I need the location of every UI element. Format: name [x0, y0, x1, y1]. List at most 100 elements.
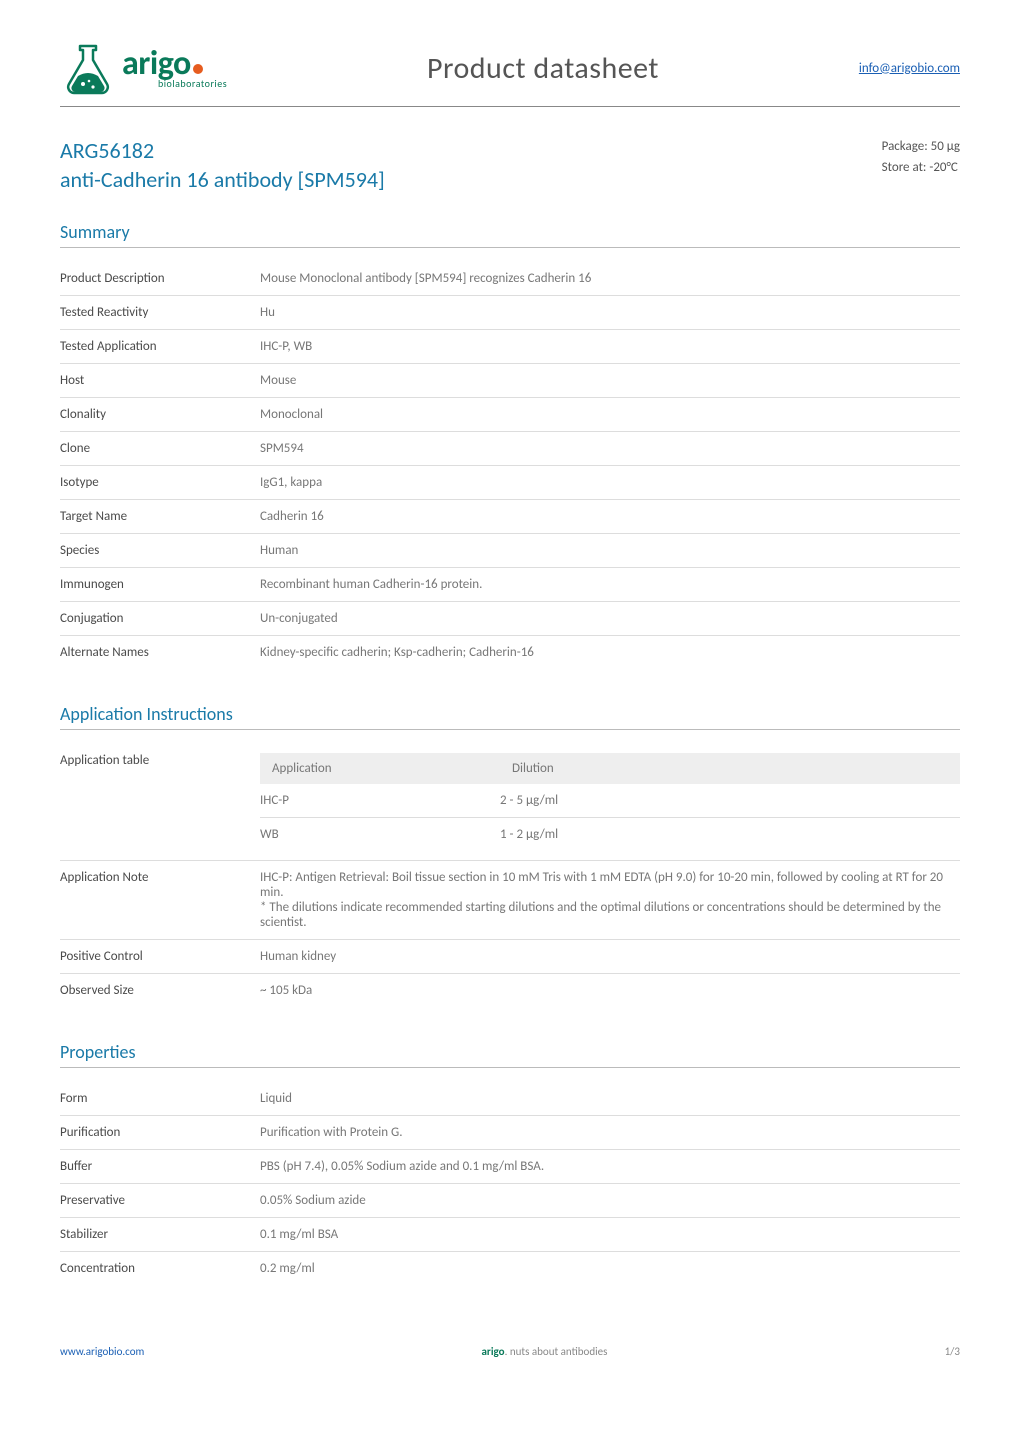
kv-key: Target Name [60, 500, 260, 534]
table-cell: IHC-P [260, 784, 500, 818]
brand-subtitle: biolaboratories [158, 79, 227, 89]
table-row: Stabilizer0.1 mg/ml BSA [60, 1218, 960, 1252]
table-row: CloneSPM594 [60, 432, 960, 466]
info-email-link[interactable]: info@arigobio.com [859, 61, 960, 76]
kv-value: Purification with Protein G. [260, 1116, 960, 1150]
table-row: Positive ControlHuman kidney [60, 940, 960, 974]
brand-text-block: arigo biolaboratories [122, 47, 227, 89]
table-row: Product DescriptionMouse Monoclonal anti… [60, 262, 960, 296]
page-footer: www.arigobio.com arigo. nuts about antib… [60, 1335, 960, 1358]
product-title-row: ARG56182 anti-Cadherin 16 antibody [SPM5… [60, 137, 960, 193]
kv-value: Recombinant human Cadherin-16 protein. [260, 568, 960, 602]
table-cell: 2 - 5 μg/ml [500, 784, 960, 818]
kv-key: Clonality [60, 398, 260, 432]
table-row: Preservative0.05% Sodium azide [60, 1184, 960, 1218]
kv-key: Observed Size [60, 974, 260, 1008]
table-row: HostMouse [60, 364, 960, 398]
footer-website-link[interactable]: www.arigobio.com [60, 1345, 144, 1358]
kv-key: Conjugation [60, 602, 260, 636]
kv-value: Hu [260, 296, 960, 330]
table-row: Observed Size~ 105 kDa [60, 974, 960, 1008]
kv-key: Application table [60, 744, 260, 861]
application-instructions-section: Application Instructions Application tab… [60, 703, 960, 1007]
kv-key: Host [60, 364, 260, 398]
kv-value: Un-conjugated [260, 602, 960, 636]
kv-value: Human [260, 534, 960, 568]
kv-value: Human kidney [260, 940, 960, 974]
kv-value: IHC-P: Antigen Retrieval: Boil tissue se… [260, 861, 960, 940]
table-row: IHC-P2 - 5 μg/ml [260, 784, 960, 818]
table-row: BufferPBS (pH 7.4), 0.05% Sodium azide a… [60, 1150, 960, 1184]
table-row: Alternate NamesKidney-specific cadherin;… [60, 636, 960, 670]
kv-value: IgG1, kappa [260, 466, 960, 500]
kv-key: Application Note [60, 861, 260, 940]
kv-value: Monoclonal [260, 398, 960, 432]
table-cell: 1 - 2 μg/ml [500, 818, 960, 852]
kv-key: Stabilizer [60, 1218, 260, 1252]
app-instructions-heading: Application Instructions [60, 703, 960, 725]
application-dilution-table: ApplicationDilutionIHC-P2 - 5 μg/mlWB1 -… [260, 753, 960, 851]
table-header: Application [260, 753, 500, 784]
section-rule [60, 729, 960, 730]
datasheet-title: Product datasheet [427, 50, 659, 87]
kv-key: Tested Reactivity [60, 296, 260, 330]
footer-brand: arigo [481, 1345, 504, 1358]
table-row: ClonalityMonoclonal [60, 398, 960, 432]
summary-section: Summary Product DescriptionMouse Monoclo… [60, 221, 960, 669]
package-size: Package: 50 μg [882, 137, 960, 158]
table-row: IsotypeIgG1, kappa [60, 466, 960, 500]
table-row: FormLiquid [60, 1082, 960, 1116]
table-row: PurificationPurification with Protein G. [60, 1116, 960, 1150]
brand-dot-icon [193, 64, 203, 74]
kv-value: Liquid [260, 1082, 960, 1116]
kv-key: Positive Control [60, 940, 260, 974]
product-name: anti-Cadherin 16 antibody [SPM594] [60, 166, 385, 193]
kv-key: Immunogen [60, 568, 260, 602]
table-cell: WB [260, 818, 500, 852]
table-row: Concentration0.2 mg/ml [60, 1252, 960, 1286]
kv-key: Tested Application [60, 330, 260, 364]
kv-key: Product Description [60, 262, 260, 296]
table-row: WB1 - 2 μg/ml [260, 818, 960, 852]
kv-value: SPM594 [260, 432, 960, 466]
section-rule [60, 1067, 960, 1068]
kv-key: Buffer [60, 1150, 260, 1184]
kv-key: Isotype [60, 466, 260, 500]
kv-key: Alternate Names [60, 636, 260, 670]
page-header: arigo biolaboratories Product datasheet … [60, 40, 960, 107]
kv-value: ~ 105 kDa [260, 974, 960, 1008]
kv-key: Concentration [60, 1252, 260, 1286]
properties-heading: Properties [60, 1041, 960, 1063]
table-row: Application NoteIHC-P: Antigen Retrieval… [60, 861, 960, 940]
kv-value: Cadherin 16 [260, 500, 960, 534]
table-row: ImmunogenRecombinant human Cadherin-16 p… [60, 568, 960, 602]
kv-value: 0.2 mg/ml [260, 1252, 960, 1286]
app-instructions-table: Application tableApplicationDilutionIHC-… [60, 744, 960, 1007]
summary-heading: Summary [60, 221, 960, 243]
product-title-block: ARG56182 anti-Cadherin 16 antibody [SPM5… [60, 137, 385, 193]
section-rule [60, 247, 960, 248]
storage-temp: Store at: -20°C [882, 158, 960, 179]
kv-value: 0.05% Sodium azide [260, 1184, 960, 1218]
kv-value: Kidney-specific cadherin; Ksp-cadherin; … [260, 636, 960, 670]
kv-value: PBS (pH 7.4), 0.05% Sodium azide and 0.1… [260, 1150, 960, 1184]
table-row: Target NameCadherin 16 [60, 500, 960, 534]
footer-tagline: arigo. nuts about antibodies [481, 1345, 607, 1358]
table-row: ConjugationUn-conjugated [60, 602, 960, 636]
table-row: SpeciesHuman [60, 534, 960, 568]
product-code: ARG56182 [60, 137, 385, 164]
table-header: Dilution [500, 753, 960, 784]
kv-key: Clone [60, 432, 260, 466]
table-row: Tested ApplicationIHC-P, WB [60, 330, 960, 364]
brand-logo: arigo biolaboratories [60, 40, 227, 96]
kv-value: 0.1 mg/ml BSA [260, 1218, 960, 1252]
flask-icon [60, 40, 116, 96]
brand-name: arigo [122, 47, 227, 81]
kv-key: Species [60, 534, 260, 568]
package-info-block: Package: 50 μg Store at: -20°C [882, 137, 960, 179]
footer-tagline-text: . nuts about antibodies [505, 1345, 608, 1358]
kv-key: Purification [60, 1116, 260, 1150]
kv-key: Preservative [60, 1184, 260, 1218]
kv-value: Mouse Monoclonal antibody [SPM594] recog… [260, 262, 960, 296]
page-number: 1/3 [945, 1345, 960, 1358]
